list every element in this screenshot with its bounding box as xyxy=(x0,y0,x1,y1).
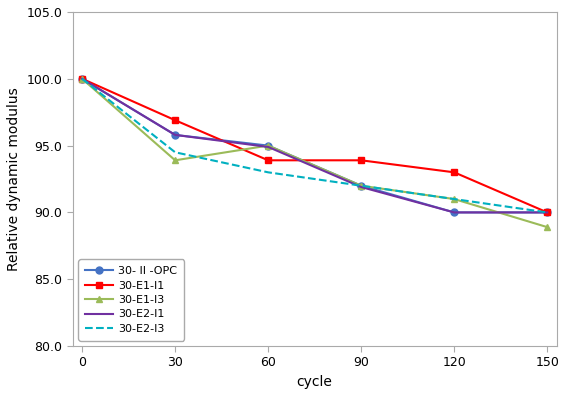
30-E1-I1 xyxy=(451,170,458,175)
30-E1-I3 xyxy=(265,143,272,148)
30- II -OPC xyxy=(79,76,86,81)
Line: 30-E2-I1: 30-E2-I1 xyxy=(82,79,547,212)
30-E1-I3 xyxy=(358,183,365,188)
30-E1-I3 xyxy=(172,158,179,163)
30-E2-I3 xyxy=(265,170,272,175)
30-E2-I1 xyxy=(451,210,458,215)
30- II -OPC xyxy=(172,133,179,137)
Y-axis label: Relative dynamic modulus: Relative dynamic modulus xyxy=(7,87,21,271)
Line: 30- II -OPC: 30- II -OPC xyxy=(79,75,551,216)
30-E2-I3 xyxy=(451,197,458,202)
30-E2-I1 xyxy=(172,133,179,137)
30-E2-I3 xyxy=(358,183,365,188)
X-axis label: cycle: cycle xyxy=(297,375,333,389)
Line: 30-E1-I1: 30-E1-I1 xyxy=(79,75,551,216)
30- II -OPC xyxy=(265,143,272,148)
30-E2-I1 xyxy=(79,76,86,81)
30-E1-I1 xyxy=(172,118,179,123)
30-E2-I1 xyxy=(265,145,272,149)
30-E1-I1 xyxy=(544,210,551,215)
30-E2-I3 xyxy=(544,210,551,215)
30- II -OPC xyxy=(544,210,551,215)
30- II -OPC xyxy=(451,210,458,215)
Line: 30-E1-I3: 30-E1-I3 xyxy=(79,75,551,230)
30-E1-I3 xyxy=(544,225,551,230)
30-E2-I3 xyxy=(172,150,179,155)
30-E1-I3 xyxy=(79,76,86,81)
30-E2-I1 xyxy=(544,210,551,215)
Line: 30-E2-I3: 30-E2-I3 xyxy=(82,79,547,212)
Legend: 30- II -OPC, 30-E1-I1, 30-E1-I3, 30-E2-I1, 30-E2-I3: 30- II -OPC, 30-E1-I1, 30-E1-I3, 30-E2-I… xyxy=(78,259,184,341)
30-E2-I1 xyxy=(358,185,365,189)
30- II -OPC xyxy=(358,183,365,188)
30-E2-I3 xyxy=(79,76,86,81)
30-E1-I3 xyxy=(451,197,458,202)
30-E1-I1 xyxy=(358,158,365,163)
30-E1-I1 xyxy=(265,158,272,163)
30-E1-I1 xyxy=(79,76,86,81)
